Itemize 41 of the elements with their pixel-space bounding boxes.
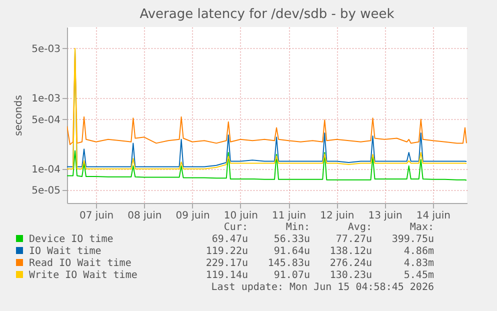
text: 4.83m [402,258,434,270]
y-tick-label: 5e-04 [32,114,60,126]
text: 276.24u [328,258,372,270]
x-tick-label: 10 juin [224,210,258,222]
text: 119.22u [204,246,248,258]
text: 69.47u [210,234,248,246]
text: Cur: [222,222,248,234]
text: Max: [408,222,434,234]
text: 4.86m [402,246,434,258]
text: Avg: [346,222,372,234]
y-tick-label: 1e-04 [32,164,60,176]
legend-label: IO Wait time [28,246,102,258]
legend-label: Device IO time [28,234,114,246]
text: 91.07u [272,270,310,282]
text: 5.45m [402,270,434,282]
x-tick-label: 14 juin [416,210,450,222]
y-axis-title: seconds [14,95,25,136]
text: 77.27u [334,234,372,246]
line-series [67,150,467,181]
x-tick-label: 12 juin [320,210,354,222]
text: 138.12u [328,246,372,258]
y-tick-label: 5e-05 [32,186,60,197]
text: 399.75u [390,234,434,246]
legend-label: Read IO Wait time [28,258,132,270]
y-tick-label: 1e-03 [32,93,60,104]
x-tick-label: 09 juin [176,210,210,222]
x-tick-label: 11 juin [272,210,306,222]
y-tick-label: 5e-03 [32,44,60,55]
chart-title: Average latency for /dev/sdb - by week [140,7,395,22]
text: 145.83u [266,258,310,270]
x-tick-label: 07 juin [80,210,114,222]
text: 119.14u [204,270,248,282]
text: 229.17u [204,258,248,270]
text: Min: [284,222,310,234]
x-tick-label: 08 juin [128,210,162,222]
text: Last update: Mon Jun 15 04:58:45 2026 [210,282,434,294]
text: 130.23u [328,270,372,282]
x-tick-label: 13 juin [368,210,402,222]
text: 91.64u [272,246,310,258]
text: 56.33u [272,234,310,246]
legend-label: Write IO Wait time [28,270,138,282]
